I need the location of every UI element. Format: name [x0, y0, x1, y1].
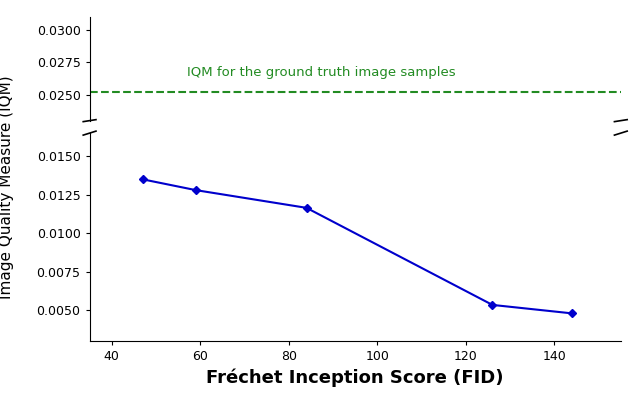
- X-axis label: Fréchet Inception Score (FID): Fréchet Inception Score (FID): [207, 369, 504, 387]
- Text: Image Quality Measure (IQM): Image Quality Measure (IQM): [0, 75, 14, 299]
- Text: IQM for the ground truth image samples: IQM for the ground truth image samples: [187, 67, 456, 79]
